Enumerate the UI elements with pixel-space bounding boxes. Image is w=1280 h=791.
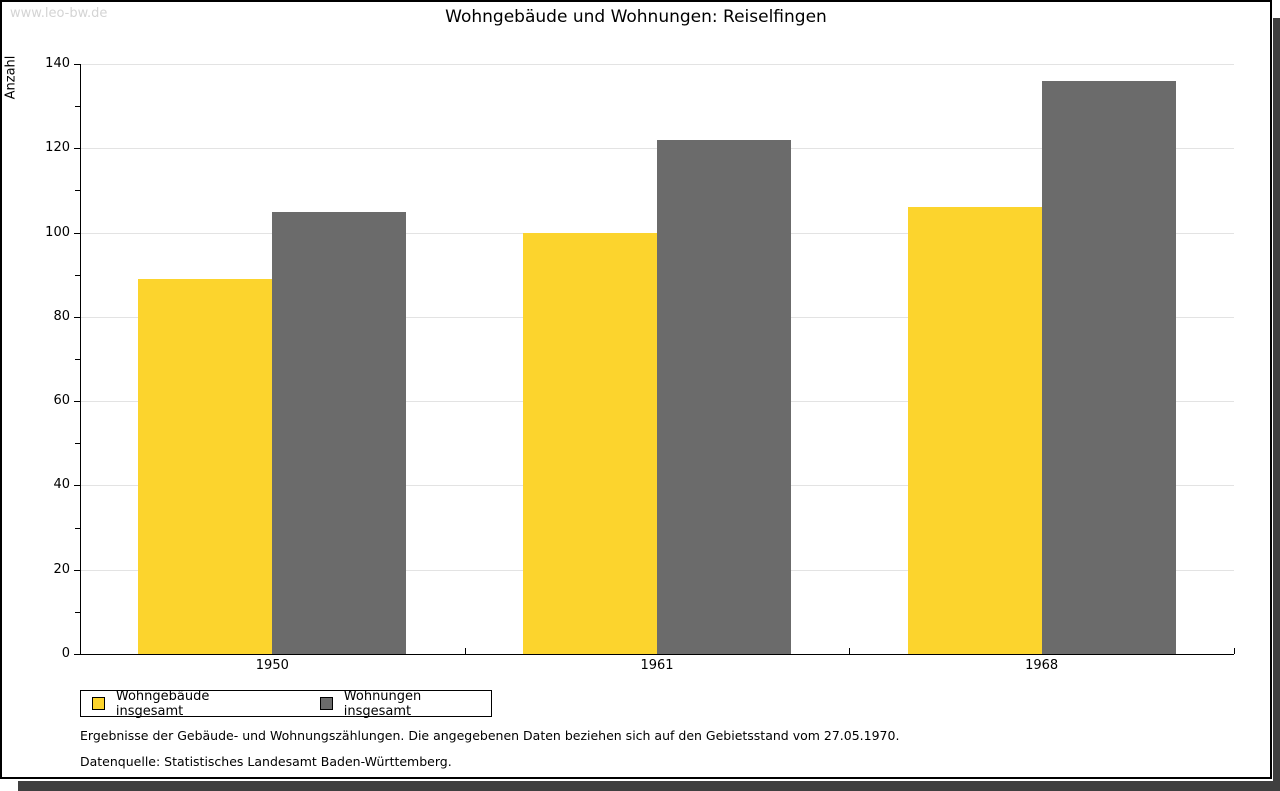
x-axis-tick (1234, 648, 1235, 654)
page-drop-shadow-bottom (18, 781, 1280, 791)
y-tick-label-40: 40 (53, 477, 70, 493)
x-category-label-1950: 1950 (255, 658, 289, 673)
bar-wohnungen-1950 (272, 211, 407, 654)
x-axis-tick (849, 648, 851, 654)
x-axis-tick (464, 648, 466, 654)
bar-wohngebäude-1961 (523, 232, 657, 654)
x-axis-line (80, 654, 1234, 655)
bar-wohngebäude-1950 (138, 278, 273, 654)
y-tick-label-20: 20 (53, 561, 70, 577)
chart-page-frame: www.leo-bw.de Wohngebäude und Wohnungen:… (0, 0, 1272, 779)
y-axis-tick-minor (75, 106, 80, 108)
y-axis-tick-minor (75, 443, 80, 445)
legend-label-wohngebaeude: Wohngebäude insgesamt (115, 688, 210, 719)
legend-entry-wohnungen: Wohnungen insgesamt (319, 688, 491, 719)
y-axis-tick-minor (75, 359, 80, 360)
y-axis-tick-major (74, 316, 80, 318)
y-axis-tick-minor (75, 274, 80, 276)
leo-bw-watermark: www.leo-bw.de (10, 6, 108, 21)
legend-label-wohnungen: Wohnungen insgesamt (343, 688, 422, 719)
y-tick-label-80: 80 (53, 308, 70, 324)
bar-wohngebäude-1968 (907, 207, 1042, 654)
y-axis-tick-major (74, 569, 80, 571)
y-axis-tick-major (74, 64, 80, 65)
y-axis-tick-minor (75, 190, 80, 192)
footnote-source-note: Ergebnisse der Gebäude- und Wohnungszähl… (80, 728, 900, 743)
bar-wohnungen-1968 (1041, 80, 1176, 654)
y-tick-label-60: 60 (53, 393, 70, 409)
bar-wohnungen-1961 (657, 139, 791, 654)
y-axis-line (80, 64, 81, 655)
chart-title: Wohngebäude und Wohnungen: Reiselfingen (445, 7, 827, 27)
x-category-label-1961: 1961 (640, 658, 674, 673)
y-tick-label-0: 0 (61, 646, 70, 661)
footnote-data-source: Datenquelle: Statistisches Landesamt Bad… (80, 754, 452, 769)
page-drop-shadow-right (1273, 18, 1280, 791)
y-axis-tick-major (74, 485, 80, 487)
y-tick-label-100: 100 (45, 224, 70, 240)
y-axis-tick-major (74, 148, 80, 150)
legend-entry-wohngebaeude: Wohngebäude insgesamt (92, 689, 279, 719)
y-tick-label-140: 140 (45, 56, 70, 71)
bar-chart-canvas: 1950 1961 1968 0 20 40 60 80 100 120 140 (2, 2, 1274, 777)
gridline-y-140 (80, 64, 1234, 65)
y-axis-tick-minor (75, 527, 80, 529)
y-axis-tick-major (74, 232, 80, 234)
x-category-label-1968: 1968 (1025, 658, 1059, 673)
y-axis-tick-major (74, 654, 80, 655)
wohngebaeude-legend-swatch-icon (92, 697, 105, 710)
wohnungen-legend-swatch-icon (319, 697, 333, 710)
y-tick-label-120: 120 (45, 140, 70, 156)
y-axis-tick-major (74, 401, 80, 403)
chart-legend: Wohngebäude insgesamt Wohnungen insgesam… (80, 688, 492, 719)
y-axis-tick-minor (75, 611, 80, 613)
